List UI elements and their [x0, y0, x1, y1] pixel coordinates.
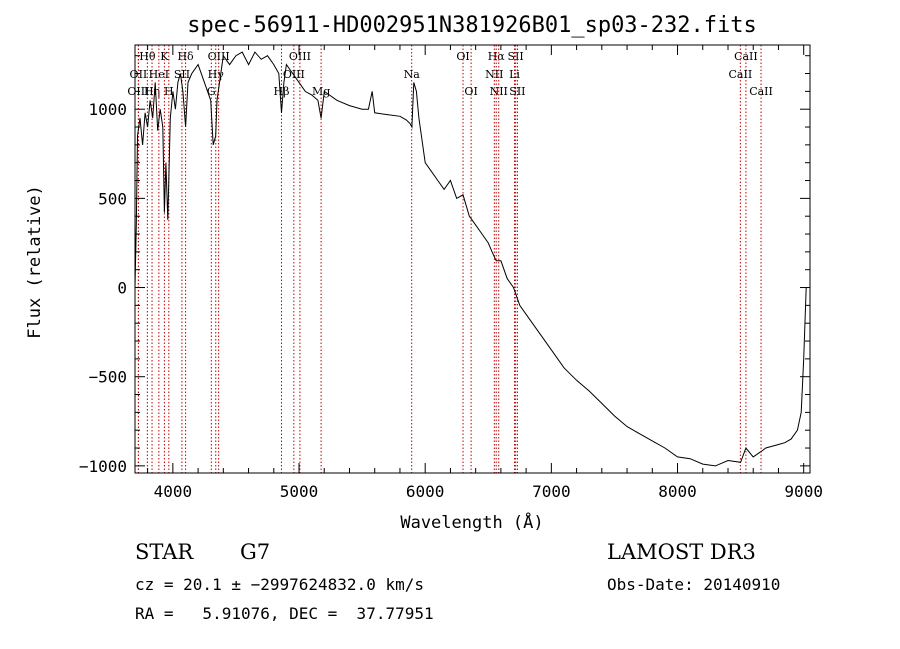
- y-tick-label: −500: [88, 368, 127, 387]
- line-marker-label: SII: [174, 68, 190, 81]
- line-marker-label: SII: [508, 50, 524, 63]
- line-marker-label: Hα: [488, 50, 506, 63]
- redshift-text: cz = 20.1 ± −2997624832.0 km/s: [135, 575, 424, 594]
- x-axis-ticks: 4000 5000 6000 7000 8000 9000: [147, 45, 823, 501]
- x-tick-label: 6000: [406, 482, 445, 501]
- y-tick-label: −1000: [79, 457, 127, 476]
- y-axis-ticks: −1000 −500 0 500 1000: [79, 55, 810, 476]
- y-tick-label: 1000: [88, 100, 127, 119]
- line-marker-label: H: [164, 85, 174, 98]
- x-tick-label: 9000: [784, 482, 823, 501]
- line-marker-label: Hη: [144, 85, 160, 98]
- line-marker-label: OIII: [208, 50, 230, 63]
- line-marker-label: Mg: [312, 85, 330, 98]
- x-tick-label: 8000: [658, 482, 697, 501]
- x-tick-label: 4000: [154, 482, 193, 501]
- spectrum-line: [134, 51, 807, 467]
- chart-title: spec-56911-HD002951N381926B01_sp03-232.f…: [187, 13, 757, 38]
- x-tick-label: 5000: [280, 482, 319, 501]
- line-marker-label: Hβ: [274, 85, 290, 98]
- survey-name: LAMOST DR3: [607, 540, 756, 564]
- plot-frame: [134, 44, 811, 474]
- line-marker-label: OI: [456, 50, 469, 63]
- line-marker-label: G: [207, 85, 216, 98]
- object-subclass: G7: [240, 540, 271, 564]
- line-marker-label: Hδ: [177, 50, 194, 63]
- line-marker-label: OIII: [289, 50, 311, 63]
- line-marker-label: OI: [464, 85, 477, 98]
- line-marker-label: CaII: [734, 50, 758, 63]
- line-marker-label: HeI: [149, 68, 169, 81]
- line-marker-label: Hθ: [139, 50, 156, 63]
- line-marker-label: NII: [485, 68, 503, 81]
- y-axis-label: Flux (relative): [25, 185, 45, 339]
- line-marker-label: CaII: [729, 68, 753, 81]
- ra-dec-text: RA = 5.91076, DEC = 37.77951: [135, 604, 434, 623]
- y-tick-label: 500: [98, 189, 127, 208]
- x-axis-label: Wavelength (Å): [400, 511, 543, 533]
- line-marker-label: NII: [490, 85, 508, 98]
- y-tick-label: 0: [117, 279, 127, 298]
- object-class: STAR: [135, 540, 194, 564]
- line-marker-label: Li: [509, 68, 520, 81]
- line-marker-label: Na: [404, 68, 421, 81]
- line-marker-label: CaII: [749, 85, 773, 98]
- obs-date: Obs-Date: 20140910: [607, 575, 781, 594]
- line-marker-label: SII: [509, 85, 525, 98]
- line-marker-label: K: [160, 50, 169, 63]
- x-tick-label: 7000: [532, 482, 571, 501]
